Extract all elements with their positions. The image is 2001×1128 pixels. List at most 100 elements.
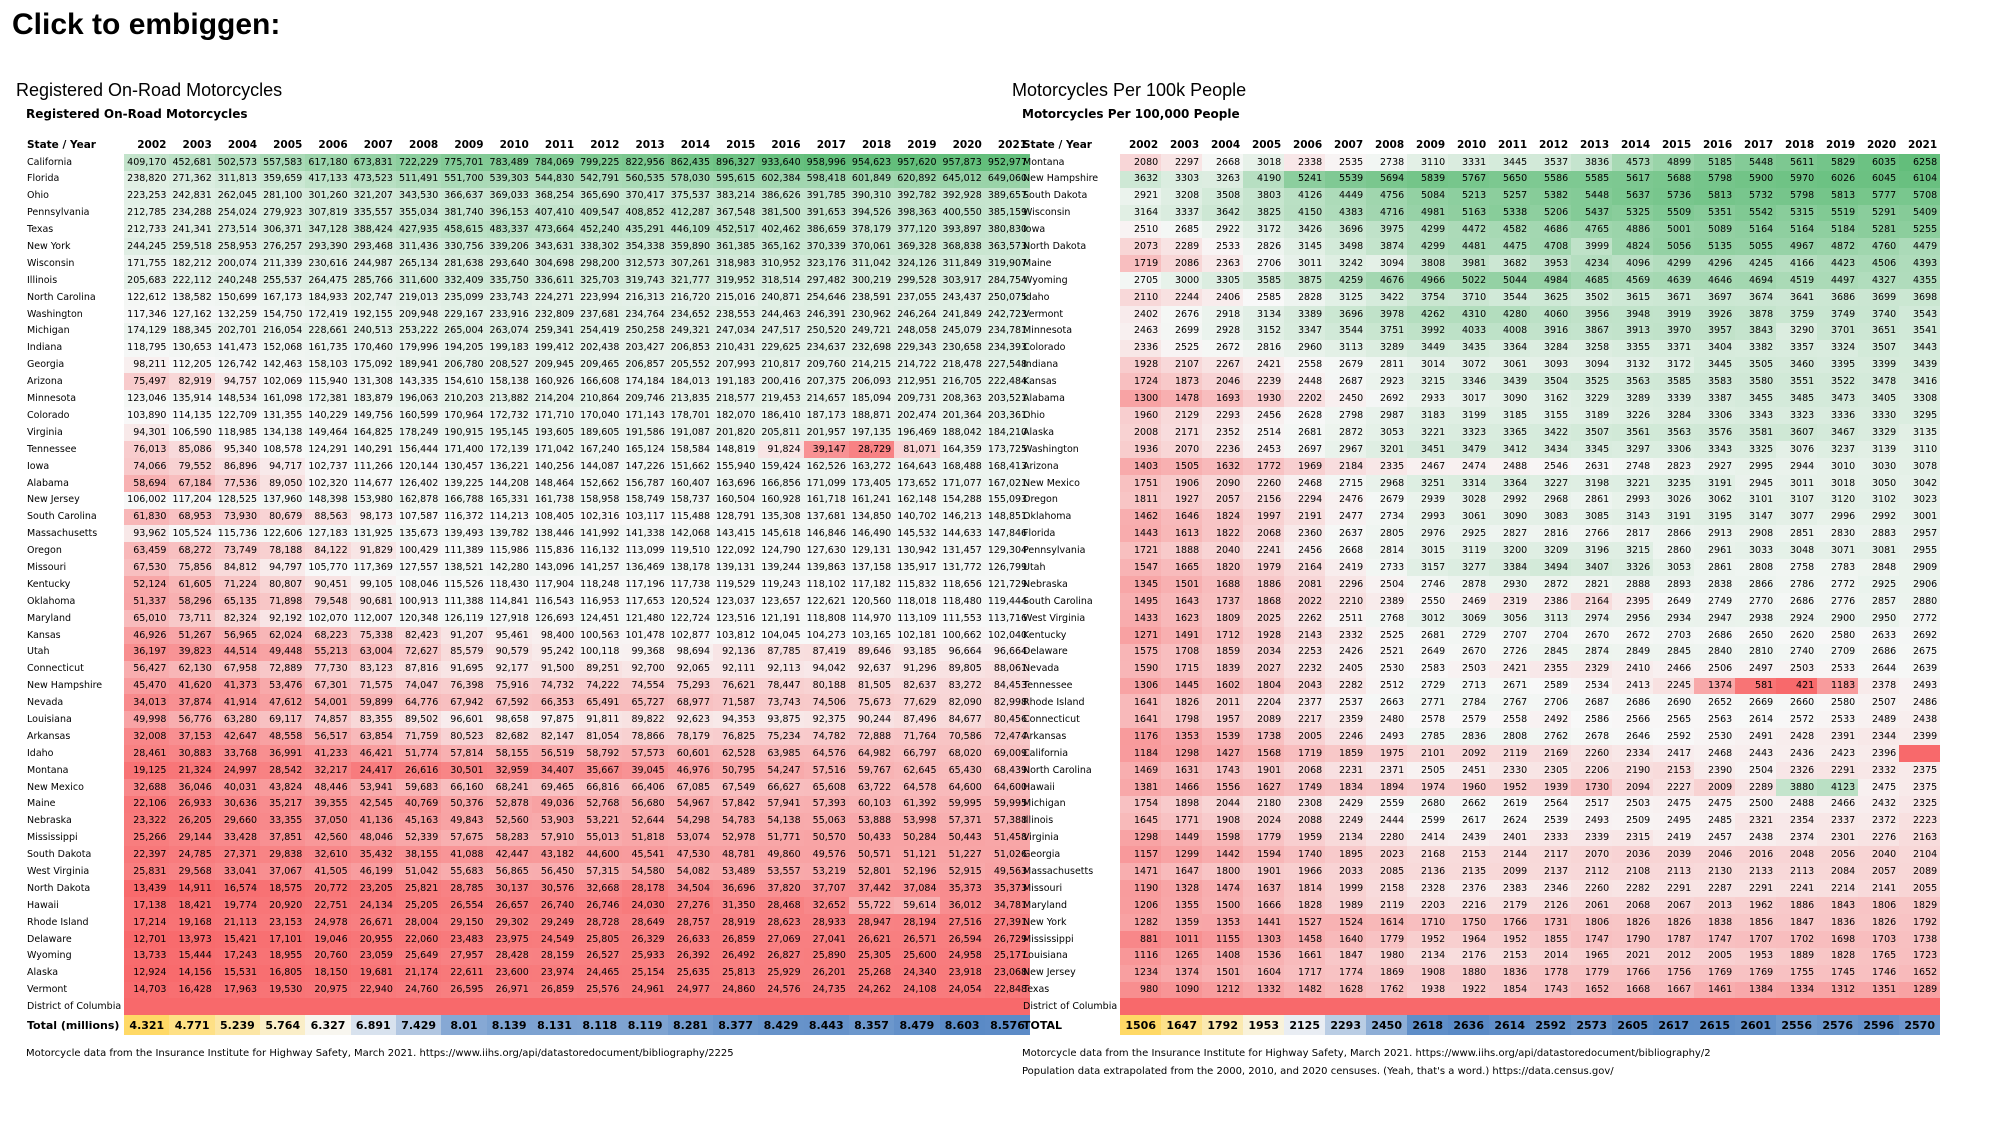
data-cell: 222,484 [984, 373, 1031, 391]
data-cell: 51,771 [758, 829, 804, 847]
data-cell: 184,210 [984, 424, 1031, 442]
data-cell: 3072 [1448, 356, 1490, 374]
data-cell: 4008 [1489, 322, 1531, 340]
state-name: Alaska [27, 967, 59, 979]
data-cell: 122,724 [667, 609, 714, 627]
total-cell: 2125 [1284, 1015, 1326, 1036]
data-cell [305, 998, 351, 1016]
data-cell: 19,046 [305, 930, 351, 948]
data-cell: 1843 [1817, 897, 1859, 914]
data-cell: 114,677 [350, 474, 396, 492]
data-cell: 3347 [1284, 322, 1326, 340]
data-cell: 28,461 [124, 745, 170, 762]
data-cell: 69,465 [531, 778, 578, 796]
data-cell: 2244 [1161, 289, 1203, 306]
header-year: 2015 [726, 139, 756, 152]
data-cell: 168,413 [984, 457, 1031, 475]
data-cell: 134,850 [848, 508, 895, 526]
data-cell: 12,701 [124, 930, 170, 948]
data-cell [758, 998, 804, 1016]
data-cell: 3325 [1735, 441, 1777, 458]
data-cell: 96,601 [441, 711, 487, 729]
data-cell: 25,635 [667, 964, 714, 982]
data-cell: 3957 [1694, 322, 1736, 340]
data-cell: 171,755 [124, 255, 170, 273]
data-cell: 36,696 [713, 880, 759, 898]
data-cell: 69,117 [260, 711, 306, 729]
data-cell: 25,305 [848, 947, 895, 965]
data-cell: 1643 [1161, 593, 1203, 610]
data-cell: 3339 [1653, 390, 1695, 408]
data-cell: 2579 [1448, 711, 1490, 729]
data-cell: 311,436 [395, 238, 442, 256]
data-cell: 2704 [1530, 626, 1572, 644]
data-cell [1407, 998, 1449, 1016]
data-cell: 2089 [1243, 711, 1285, 729]
data-cell: 2090 [1202, 474, 1244, 492]
data-cell: 2530 [1694, 728, 1736, 746]
data-cell: 2287 [1694, 880, 1736, 898]
page-headline[interactable]: Click to embiggen: [12, 8, 281, 41]
data-cell: 2987 [1366, 407, 1408, 425]
data-cell: 1959 [1284, 829, 1326, 847]
data-cell: 138,582 [169, 289, 215, 306]
data-cell: 2537 [1325, 694, 1367, 712]
data-cell: 2293 [1202, 407, 1244, 425]
data-cell: 75,856 [169, 559, 215, 577]
data-cell: 141,992 [577, 525, 623, 543]
data-cell: 2669 [1735, 694, 1777, 712]
data-cell: 143,415 [713, 525, 759, 543]
state-name: West Virginia [27, 865, 90, 877]
data-cell: 784,069 [531, 153, 578, 171]
data-cell: 26,571 [894, 930, 940, 948]
data-cell: 2925 [1448, 525, 1490, 543]
data-cell: 2956 [1612, 609, 1654, 627]
table-row: North Dakota 13,439 14,911 16,574 18,575 20,7… [24, 880, 1031, 898]
data-cell: 82,637 [894, 677, 940, 695]
data-cell: 2469 [1448, 593, 1490, 610]
state-name: Texas [27, 224, 54, 236]
data-cell: 163,696 [713, 474, 759, 492]
data-cell: 1762 [1366, 981, 1408, 999]
data-cell: 49,576 [803, 846, 849, 864]
data-cell: 3478 [1858, 373, 1900, 391]
data-cell: 775,701 [441, 153, 487, 171]
data-cell: 1980 [1366, 947, 1408, 965]
data-cell: 232,809 [531, 305, 578, 323]
data-cell: 2497 [1735, 660, 1777, 678]
data-cell: 5185 [1694, 153, 1736, 171]
data-cell: 2489 [1858, 711, 1900, 729]
data-cell: 146,846 [803, 525, 849, 543]
state-name: New Mexico [1023, 477, 1080, 489]
data-cell: 4824 [1612, 238, 1654, 256]
data-cell: 1772 [1243, 457, 1285, 475]
data-cell: 2033 [1325, 863, 1367, 881]
data-cell: 386,626 [758, 187, 804, 205]
table-row: Oregon 1811 1927 2057 2156 2294 2476 2679 2939 30… [1020, 491, 1941, 509]
data-cell: 3473 [1817, 390, 1859, 408]
data-cell: 118,102 [803, 576, 849, 594]
header-year: 2021 [1907, 139, 1938, 152]
data-cell: 3522 [1817, 373, 1859, 391]
data-cell: 3625 [1530, 289, 1572, 306]
data-cell: 171,143 [622, 407, 668, 425]
data-cell: 32,668 [577, 880, 623, 898]
data-cell: 128,791 [713, 508, 759, 526]
data-cell: 191,586 [622, 424, 668, 442]
header-state-year: State / Year [27, 139, 96, 152]
data-cell: 2933 [1407, 390, 1449, 408]
data-cell: 74,047 [395, 677, 442, 695]
data-cell: 3209 [1530, 542, 1572, 560]
data-cell: 2599 [1407, 812, 1449, 830]
data-cell: 2231 [1325, 761, 1367, 779]
data-cell: 649,060 [984, 170, 1031, 188]
header-year: 2020 [1866, 139, 1897, 152]
data-cell: 2748 [1612, 457, 1654, 475]
data-cell: 2505 [1407, 761, 1449, 779]
data-cell: 77,730 [305, 660, 351, 678]
table-row: Tennessee 1306 1445 1602 1804 2043 2282 2512 272… [1020, 677, 1941, 695]
data-cell: 173,725 [984, 441, 1031, 458]
data-cell: 103,165 [848, 626, 895, 644]
data-cell: 2726 [1489, 643, 1531, 661]
data-cell: 3507 [1858, 339, 1900, 357]
